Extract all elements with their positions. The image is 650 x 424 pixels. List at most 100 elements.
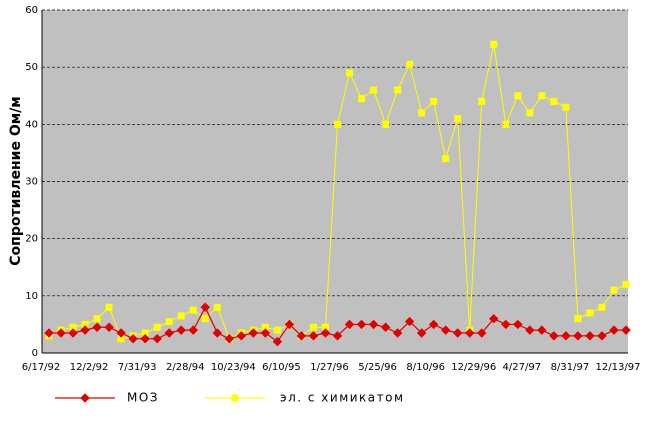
marker — [478, 97, 486, 105]
y-tick-label: 60 — [25, 5, 38, 16]
marker — [454, 115, 462, 123]
marker — [92, 322, 102, 332]
marker — [490, 40, 498, 48]
marker — [573, 331, 583, 341]
x-tick-label: 1/27/96 — [310, 362, 349, 373]
legend-label: МОЗ — [127, 391, 159, 405]
x-tick-label: 6/17/92 — [22, 362, 61, 373]
marker — [213, 303, 221, 311]
marker — [189, 306, 197, 314]
marker — [334, 120, 341, 128]
y-tick-label: 30 — [25, 177, 38, 188]
marker — [272, 336, 283, 347]
marker — [574, 315, 582, 323]
marker — [537, 325, 547, 335]
marker — [501, 319, 511, 330]
marker — [356, 319, 367, 330]
marker — [489, 313, 499, 324]
x-tick-label: 4/27/97 — [503, 362, 542, 373]
marker — [502, 120, 510, 128]
marker — [418, 109, 426, 117]
marker — [561, 331, 571, 341]
marker — [404, 316, 415, 327]
marker — [598, 303, 606, 311]
marker — [212, 328, 222, 338]
x-tick-label: 7/31/93 — [118, 362, 157, 373]
marker — [56, 328, 66, 338]
marker — [550, 97, 558, 105]
marker — [273, 326, 281, 334]
marker — [224, 334, 235, 344]
marker — [153, 323, 161, 331]
marker — [392, 328, 403, 338]
marker — [428, 319, 439, 330]
marker — [610, 286, 618, 294]
marker — [440, 325, 451, 335]
marker — [236, 331, 247, 341]
marker — [513, 319, 523, 330]
x-tick-label: 12/2/92 — [70, 362, 109, 373]
marker — [165, 318, 173, 326]
marker — [105, 303, 113, 311]
marker — [200, 302, 210, 312]
y-tick-label: 50 — [25, 62, 38, 73]
marker — [621, 325, 631, 335]
marker — [382, 120, 390, 128]
marker — [525, 325, 535, 335]
marker — [549, 331, 559, 341]
marker — [368, 319, 379, 330]
marker — [128, 334, 138, 344]
marker — [140, 334, 150, 344]
marker — [308, 331, 319, 341]
marker — [117, 335, 125, 343]
marker — [394, 86, 402, 94]
x-tick-label: 6/10/95 — [262, 362, 301, 373]
x-tick-label: 12/13/97 — [596, 362, 641, 373]
marker — [380, 322, 391, 332]
marker — [406, 60, 414, 68]
marker — [248, 328, 259, 338]
marker — [344, 319, 355, 330]
marker — [514, 92, 522, 100]
y-tick-label: 20 — [25, 234, 38, 245]
x-tick-label: 2/28/94 — [166, 362, 205, 373]
legend-label: эл. с химикатом — [280, 391, 405, 405]
marker — [526, 109, 534, 117]
y-tick-label: 10 — [25, 291, 38, 302]
x-tick-label: 8/31/97 — [551, 362, 590, 373]
y-tick-label: 0 — [32, 348, 38, 359]
marker — [465, 328, 475, 338]
marker — [177, 312, 185, 320]
marker — [201, 315, 209, 323]
marker — [538, 92, 546, 100]
marker — [284, 319, 295, 330]
y-axis-title: Сопротивление Ом/м — [8, 96, 24, 266]
marker — [104, 322, 114, 332]
marker — [597, 331, 607, 341]
marker — [562, 103, 570, 111]
marker — [296, 331, 307, 341]
marker — [80, 325, 90, 335]
marker — [477, 328, 487, 338]
marker — [164, 328, 174, 338]
x-tick-label: 12/29/96 — [451, 362, 496, 373]
marker — [609, 325, 619, 335]
marker — [585, 331, 595, 341]
marker — [453, 328, 463, 338]
marker — [152, 334, 162, 344]
legend-marker — [80, 393, 90, 403]
marker — [141, 329, 149, 337]
marker — [346, 69, 354, 77]
marker — [622, 280, 630, 288]
x-tick-label: 8/10/96 — [406, 362, 445, 373]
marker — [358, 95, 366, 103]
x-tick-label: 10/23/94 — [211, 362, 256, 373]
marker — [370, 86, 378, 94]
marker — [586, 309, 594, 317]
marker — [430, 97, 438, 105]
marker — [68, 328, 78, 338]
legend-marker — [231, 394, 239, 402]
y-tick-label: 40 — [25, 119, 38, 130]
marker — [320, 328, 331, 338]
marker — [309, 323, 317, 331]
